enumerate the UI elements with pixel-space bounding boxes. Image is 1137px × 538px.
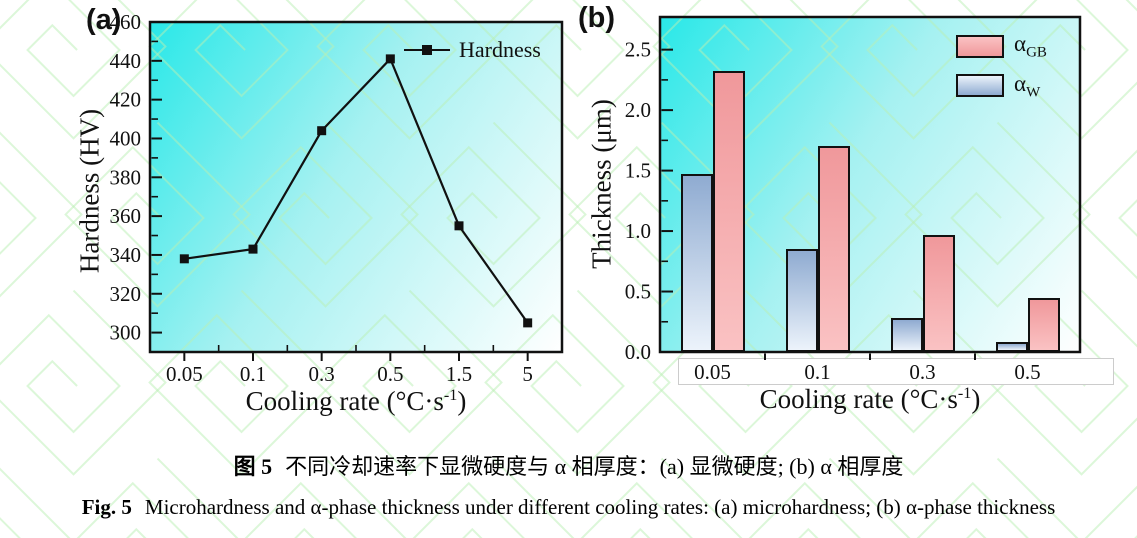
svg-text:400: 400 [110,126,142,150]
caption-chinese: 图 5 不同冷却速率下显微硬度与 α 相厚度：(a) 显微硬度; (b) α 相厚… [0,449,1137,481]
svg-text:0.0: 0.0 [625,340,651,364]
bar-alpha-w-0.5 [996,342,1028,352]
chart-b-x-axis-title-text: Cooling rate (°C·s [759,384,958,414]
svg-text:340: 340 [110,243,142,267]
legend-label-alpha-gb: αGB [1014,31,1047,62]
bar-alpha-w-0.1 [786,249,818,352]
svg-text:320: 320 [110,282,142,306]
bar-alpha-w-0.3 [891,318,923,352]
svg-text:0.1: 0.1 [240,362,266,386]
bar-alpha-gb-0.5 [1028,298,1060,352]
svg-text:300: 300 [110,321,142,345]
square-marker-icon [422,44,432,55]
svg-text:5: 5 [522,362,533,386]
caption-english-text: Microhardness and α-phase thickness unde… [144,495,1056,519]
chart-a-x-axis-title-close: ) [457,386,467,416]
chart-b-x-axis-title-sup: -1 [957,384,972,402]
svg-text:1.5: 1.5 [446,362,472,386]
chart-a-x-axis-title-sup: -1 [443,386,458,404]
svg-text:440: 440 [110,49,142,73]
bar-alpha-gb-0.1 [818,146,850,352]
alpha-w-subscript: W [1026,84,1041,101]
svg-text:0.3: 0.3 [309,362,335,386]
caption-chinese-text: 不同冷却速率下显微硬度与 α 相厚度：(a) 显微硬度; (b) α 相厚度 [285,454,904,479]
svg-text:360: 360 [110,204,142,228]
alpha-gb-subscript: GB [1026,44,1047,61]
legend-label-hardness: Hardness [459,37,541,62]
legend-line-square-marker-icon [404,44,450,55]
chart-a-legend: Hardness [404,37,541,63]
legend-row-alpha-gb: αGB [956,31,1047,62]
svg-text:2.0: 2.0 [625,98,651,122]
alpha-symbol: α [1014,31,1027,56]
panel-a-label: (a) [86,4,122,36]
svg-text:0.5: 0.5 [377,362,403,386]
legend-row-alpha-w: αW [956,71,1047,102]
svg-text:0.5: 0.5 [625,280,651,304]
alpha-symbol: α [1014,70,1027,96]
caption-chinese-prefix: 图 5 [233,454,273,479]
chart-b-x-axis-title: Cooling rate (°C·s-1) [760,384,981,415]
bar-alpha-gb-0.05 [713,71,745,352]
chart-a-y-axis-title: Hardness (HV) [74,108,105,274]
caption-english: Fig. 5 Microhardness and α-phase thicknes… [0,495,1137,520]
svg-text:1.0: 1.0 [625,219,651,243]
panel-b-label: (b) [578,2,616,34]
caption-english-prefix: Fig. 5 [81,495,132,519]
svg-text:380: 380 [110,165,142,189]
svg-text:1.5: 1.5 [625,159,651,183]
bar-alpha-gb-0.3 [923,235,955,352]
svg-text:420: 420 [110,88,142,112]
chart-a-x-axis-title: Cooling rate (°C·s-1) [246,386,467,417]
chart-b-legend: αGB αW [956,31,1047,101]
legend-swatch-alpha-w [956,74,1004,98]
bar-alpha-w-0.05 [681,174,713,352]
chart-a-x-axis-title-text: Cooling rate (°C·s [245,386,444,416]
chart-b-y-axis-title: Thickness (μm) [586,99,617,269]
chart-b-x-axis-title-close: ) [971,384,981,414]
chart-a-plot-area [150,22,562,352]
legend-label-alpha-w: αW [1014,71,1040,102]
chart-b-xtick-box [678,358,1114,385]
legend-swatch-alpha-gb [956,34,1004,58]
svg-text:2.5: 2.5 [625,38,651,62]
svg-text:0.05: 0.05 [166,362,203,386]
